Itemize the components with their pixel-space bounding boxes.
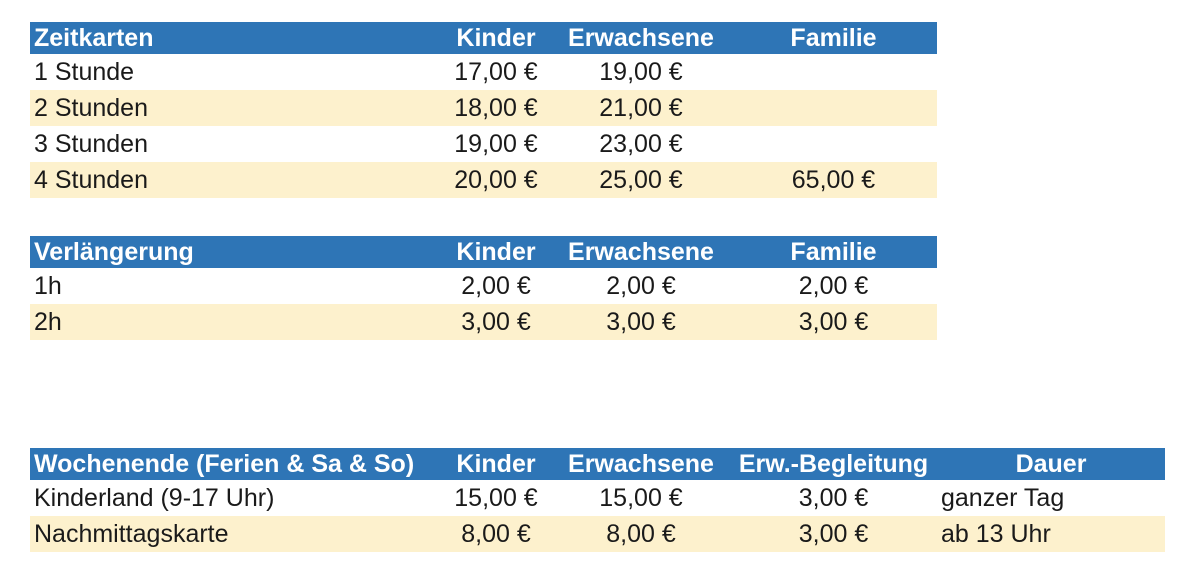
price-cell: 15,00 € xyxy=(552,480,730,516)
verlaengerung-table: Verlängerung Kinder Erwachsene Familie 1… xyxy=(30,236,937,340)
table-header-row: Wochenende (Ferien & Sa & So) Kinder Erw… xyxy=(30,448,1165,480)
price-cell: 15,00 € xyxy=(440,480,552,516)
column-header-familie: Familie xyxy=(730,236,937,268)
column-header-kinder: Kinder xyxy=(440,22,552,54)
price-cell: 65,00 € xyxy=(730,162,937,198)
column-header-kinder: Kinder xyxy=(440,236,552,268)
table-row: 4 Stunden 20,00 € 25,00 € 65,00 € xyxy=(30,162,937,198)
table-row: Kinderland (9-17 Uhr) 15,00 € 15,00 € 3,… xyxy=(30,480,1165,516)
column-header-familie: Familie xyxy=(730,22,937,54)
price-cell: 2,00 € xyxy=(552,268,730,304)
price-cell: 23,00 € xyxy=(552,126,730,162)
row-label: 2 Stunden xyxy=(30,90,440,126)
price-cell xyxy=(730,126,937,162)
column-header-erwachsene: Erwachsene xyxy=(552,22,730,54)
row-label: Kinderland (9-17 Uhr) xyxy=(30,480,440,516)
wochenende-table: Wochenende (Ferien & Sa & So) Kinder Erw… xyxy=(30,448,1165,552)
price-cell xyxy=(730,54,937,90)
table-title-verlaengerung: Verlängerung xyxy=(30,236,440,268)
table-row: 1 Stunde 17,00 € 19,00 € xyxy=(30,54,937,90)
price-cell: 3,00 € xyxy=(730,304,937,340)
column-header-erwachsene: Erwachsene xyxy=(552,448,730,480)
table-title-wochenende: Wochenende (Ferien & Sa & So) xyxy=(30,448,440,480)
price-cell: 19,00 € xyxy=(552,54,730,90)
column-header-erwachsene: Erwachsene xyxy=(552,236,730,268)
table-row: 1h 2,00 € 2,00 € 2,00 € xyxy=(30,268,937,304)
price-cell: 3,00 € xyxy=(730,480,937,516)
table-header-row: Verlängerung Kinder Erwachsene Familie xyxy=(30,236,937,268)
row-label: 1h xyxy=(30,268,440,304)
table-row: 2 Stunden 18,00 € 21,00 € xyxy=(30,90,937,126)
table-title-zeitkarten: Zeitkarten xyxy=(30,22,440,54)
duration-cell: ganzer Tag xyxy=(937,480,1165,516)
price-cell: 3,00 € xyxy=(552,304,730,340)
table-row: 2h 3,00 € 3,00 € 3,00 € xyxy=(30,304,937,340)
zeitkarten-table: Zeitkarten Kinder Erwachsene Familie 1 S… xyxy=(30,22,937,198)
row-label: 3 Stunden xyxy=(30,126,440,162)
price-cell: 3,00 € xyxy=(730,516,937,552)
table-header-row: Zeitkarten Kinder Erwachsene Familie xyxy=(30,22,937,54)
price-cell: 25,00 € xyxy=(552,162,730,198)
duration-cell: ab 13 Uhr xyxy=(937,516,1165,552)
price-cell: 2,00 € xyxy=(730,268,937,304)
column-header-kinder: Kinder xyxy=(440,448,552,480)
table-row: 3 Stunden 19,00 € 23,00 € xyxy=(30,126,937,162)
row-label: 4 Stunden xyxy=(30,162,440,198)
column-header-dauer: Dauer xyxy=(937,448,1165,480)
table-row: Nachmittagskarte 8,00 € 8,00 € 3,00 € ab… xyxy=(30,516,1165,552)
price-cell: 2,00 € xyxy=(440,268,552,304)
price-cell: 19,00 € xyxy=(440,126,552,162)
price-cell: 18,00 € xyxy=(440,90,552,126)
row-label: 1 Stunde xyxy=(30,54,440,90)
row-label: 2h xyxy=(30,304,440,340)
price-cell: 17,00 € xyxy=(440,54,552,90)
price-cell: 8,00 € xyxy=(552,516,730,552)
price-cell: 21,00 € xyxy=(552,90,730,126)
price-cell: 3,00 € xyxy=(440,304,552,340)
row-label: Nachmittagskarte xyxy=(30,516,440,552)
price-cell xyxy=(730,90,937,126)
price-cell: 8,00 € xyxy=(440,516,552,552)
column-header-erw-begleitung: Erw.-Begleitung xyxy=(730,448,937,480)
price-cell: 20,00 € xyxy=(440,162,552,198)
